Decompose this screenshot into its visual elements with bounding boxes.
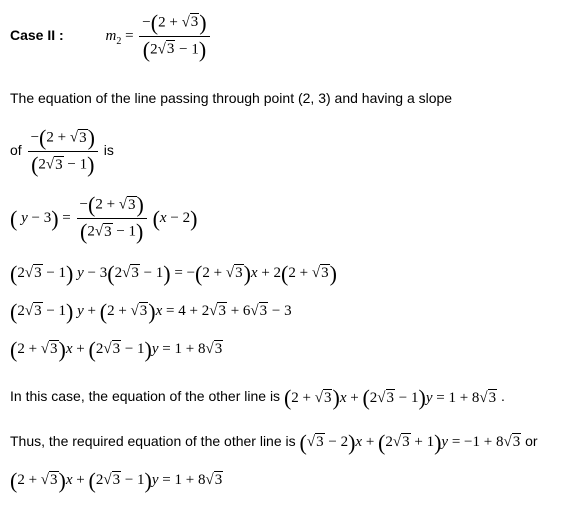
of-fraction-row: of −(2 + √3) (2√3 − 1) is bbox=[10, 127, 575, 176]
period: . bbox=[501, 388, 505, 404]
m2-equation: m2 = −(2 + √3) (2√3 − 1) bbox=[105, 12, 211, 61]
result-equation-1: (2 + √3)x + (2√3 − 1)y = 1 + 8√3 bbox=[284, 386, 497, 410]
eq-line-4: (2 + √3)x + (2√3 − 1)y = 1 + 8√3 bbox=[10, 337, 575, 361]
is-text: is bbox=[104, 143, 114, 159]
eq-line-2: (2√3 − 1) y − 3(2√3 − 1) = −(2 + √3)x + … bbox=[10, 261, 575, 285]
slope-fraction: −(2 + √3) (2√3 − 1) bbox=[26, 127, 100, 176]
paragraph-intro: The equation of the line passing through… bbox=[10, 87, 575, 109]
intro-text: The equation of the line passing through… bbox=[10, 90, 452, 106]
eq-line-1: ( y − 3) = −(2 + √3) (2√3 − 1) (x − 2) bbox=[10, 194, 575, 243]
thus-text: Thus, the required equation of the other… bbox=[10, 433, 296, 449]
eq-line-3: (2√3 − 1) y + (2 + √3)x = 4 + 2√3 + 6√3 … bbox=[10, 299, 575, 323]
result-equation-2: (√3 − 2)x + (2√3 + 1)y = −1 + 8√3 bbox=[300, 430, 522, 454]
in-this-case-row: In this case, the equation of the other … bbox=[10, 385, 575, 409]
of-text: of bbox=[10, 143, 22, 159]
or-text: or bbox=[525, 433, 537, 449]
thus-row: Thus, the required equation of the other… bbox=[10, 430, 575, 454]
inthiscase-text: In this case, the equation of the other … bbox=[10, 388, 280, 404]
case-label: Case II : bbox=[10, 27, 64, 43]
case-heading-row: Case II : m2 = −(2 + √3) (2√3 − 1) bbox=[10, 12, 575, 61]
final-equation-row: (2 + √3)x + (2√3 − 1)y = 1 + 8√3 bbox=[10, 468, 575, 492]
